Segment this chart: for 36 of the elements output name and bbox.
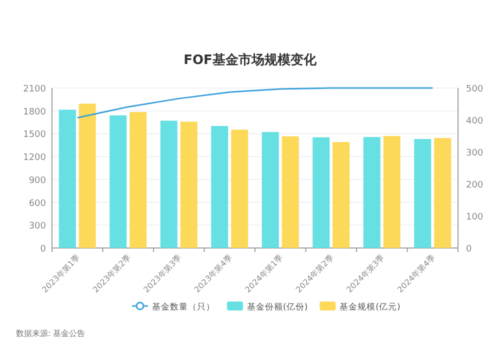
bar xyxy=(312,137,330,248)
y2-tick-label: 0 xyxy=(466,244,472,254)
y-tick-label: 1500 xyxy=(23,130,46,140)
bar xyxy=(332,142,350,248)
y-tick-label: 1200 xyxy=(23,153,46,164)
bar xyxy=(434,138,452,248)
y2-tick-label: 500 xyxy=(466,84,484,94)
y-tick-label: 900 xyxy=(28,176,46,186)
chart-title: FOF基金市场规模变化 xyxy=(184,52,318,68)
line-series xyxy=(76,87,434,119)
y-tick-label: 0 xyxy=(40,244,46,254)
bar xyxy=(160,120,178,248)
bar xyxy=(110,115,127,248)
bar xyxy=(58,110,76,248)
legend-label: 基金规模(亿元) xyxy=(340,302,400,312)
bar xyxy=(211,126,228,248)
bar xyxy=(78,104,96,248)
bar xyxy=(414,138,432,248)
bar xyxy=(282,136,299,248)
y-tick-label: 2100 xyxy=(23,84,46,94)
bar xyxy=(130,112,147,248)
y2-tick-label: 100 xyxy=(466,212,484,222)
y2-tick-label: 200 xyxy=(466,180,484,190)
y2-tick-label: 300 xyxy=(466,148,484,158)
bar xyxy=(231,130,248,248)
bar xyxy=(363,136,380,248)
bar xyxy=(383,136,400,248)
y-tick-label: 300 xyxy=(28,222,46,232)
bar xyxy=(262,132,279,248)
y2-tick-label: 400 xyxy=(466,116,484,126)
source-note: 数据来源: 基金公告 xyxy=(16,329,86,338)
y-tick-label: 1800 xyxy=(23,107,46,118)
legend-label: 基金份额(亿份) xyxy=(247,302,308,312)
bar xyxy=(180,122,198,248)
y-tick-label: 600 xyxy=(28,198,46,209)
legend-label: 基金数量（只） xyxy=(152,302,215,312)
